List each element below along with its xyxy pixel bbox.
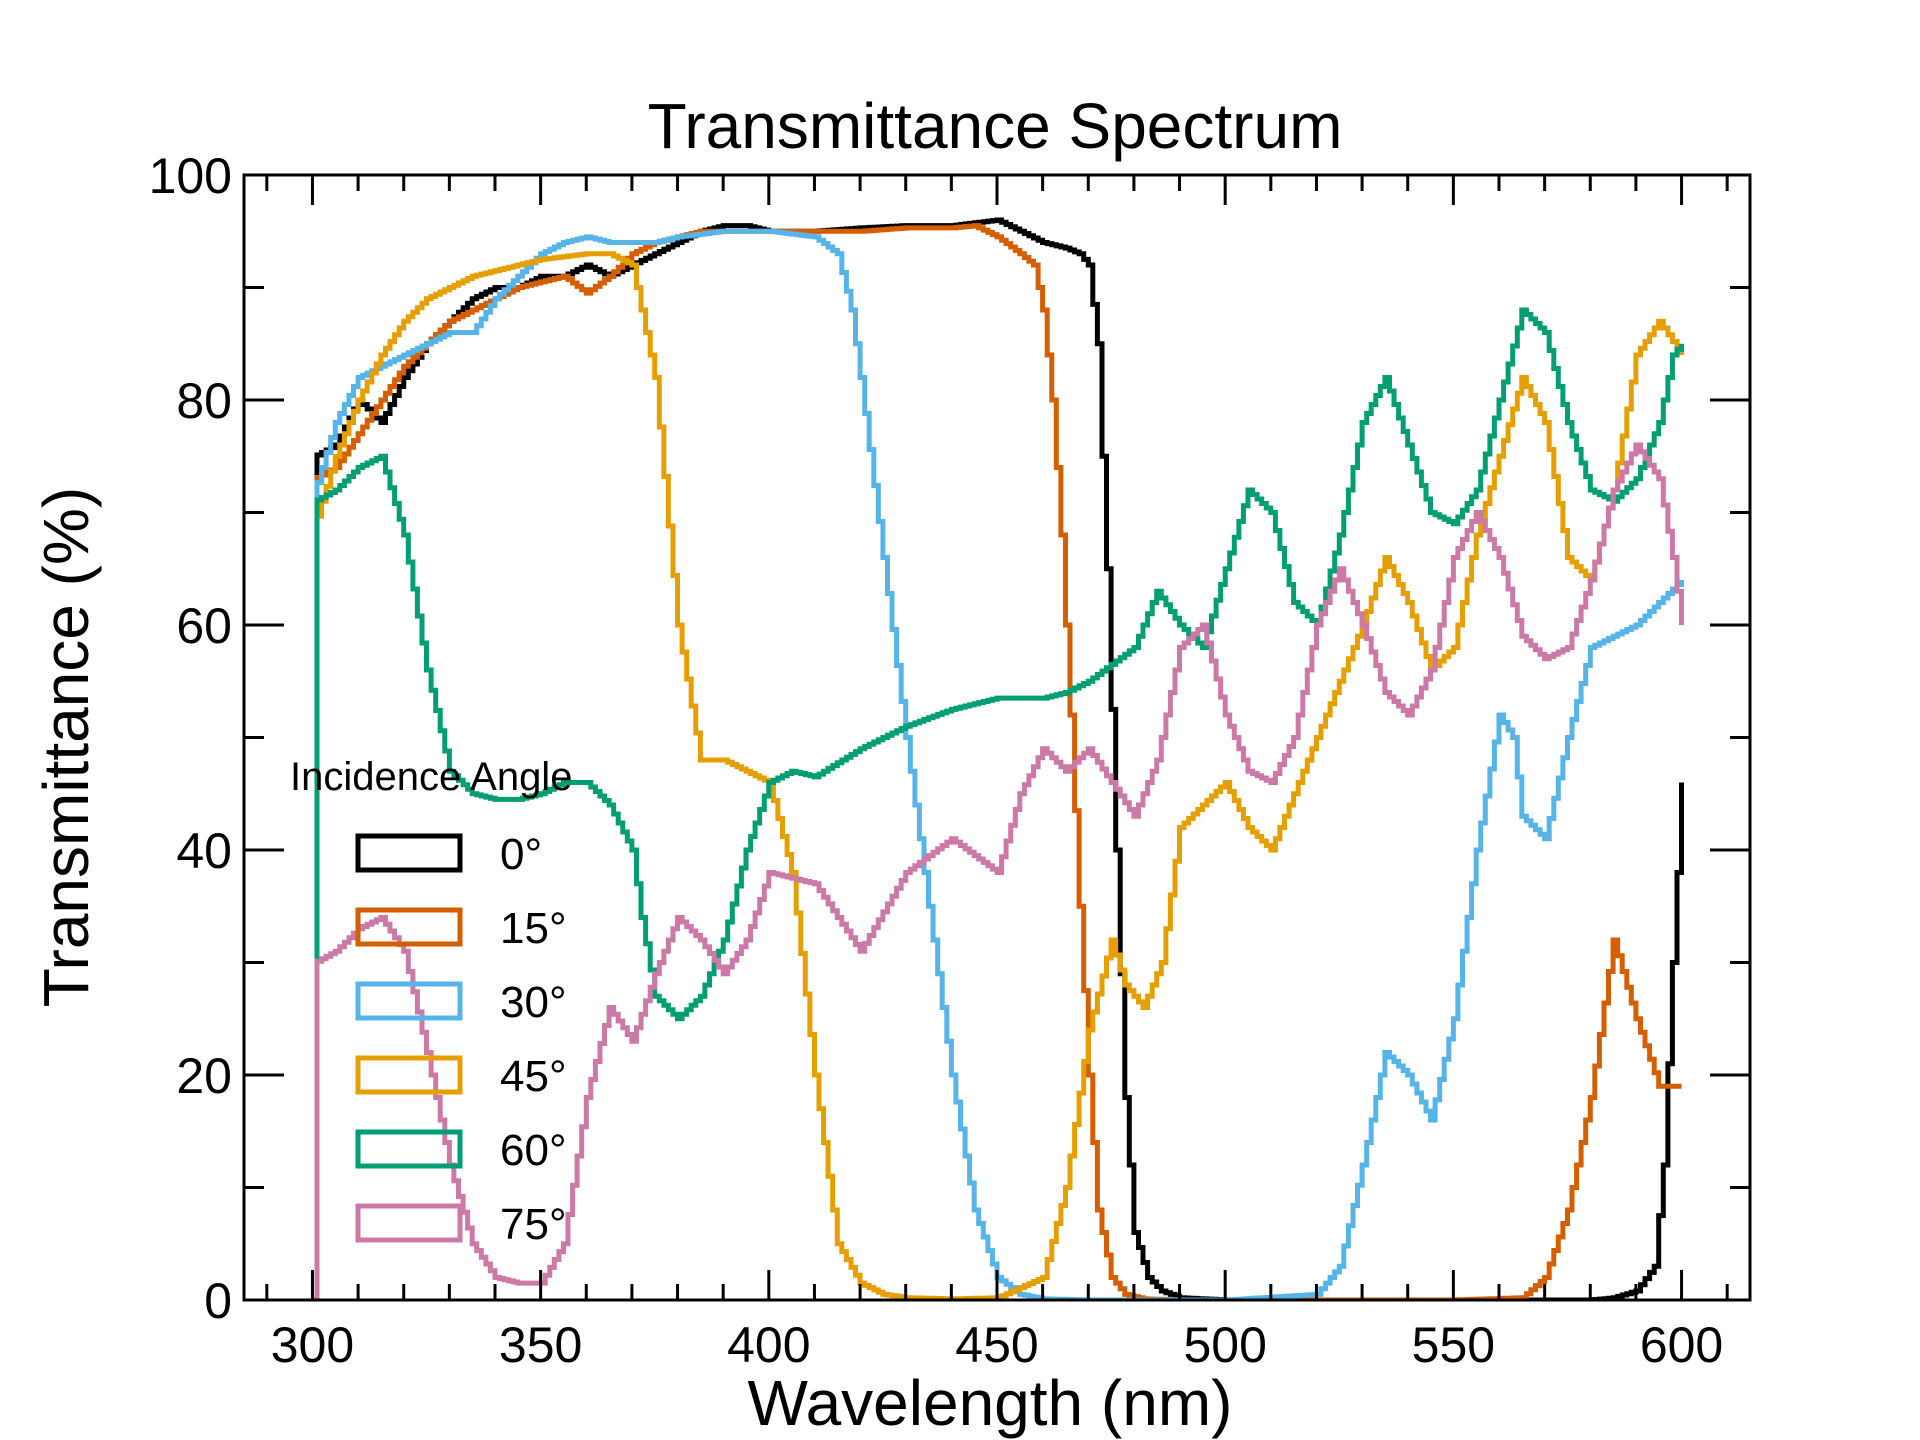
- legend: Incidence Angle 0° 15° 30° 45° 60° 75°: [290, 755, 572, 1249]
- y-tick-label: 100: [149, 148, 232, 204]
- y-tick-label: 0: [204, 1273, 232, 1329]
- plot-frame: [242, 173, 1752, 1302]
- x-tick-label: 350: [499, 1317, 582, 1373]
- x-tick-label: 400: [727, 1317, 810, 1373]
- legend-swatch-2: [355, 981, 463, 1021]
- y-tick-label: 60: [176, 598, 232, 654]
- legend-swatch-3: [355, 1055, 463, 1095]
- legend-label-4: 60°: [500, 1126, 567, 1175]
- series-line-3: [312, 251, 1684, 1300]
- x-tick-label: 550: [1412, 1317, 1495, 1373]
- legend-swatch-0: [355, 833, 463, 873]
- legend-label-1: 15°: [500, 904, 567, 953]
- legend-label-3: 45°: [500, 1052, 567, 1101]
- legend-label-0: 0°: [500, 830, 542, 879]
- y-tick-label: 20: [176, 1048, 232, 1104]
- x-tick-label: 600: [1640, 1317, 1723, 1373]
- legend-title: Incidence Angle: [290, 755, 572, 799]
- y-tick-label: 80: [176, 373, 232, 429]
- chart-title: Transmittance Spectrum: [648, 90, 1343, 162]
- series-layer: [312, 217, 1684, 1300]
- y-axis-label: Transmittance (%): [30, 487, 102, 1007]
- series-line-5: [312, 442, 1684, 1300]
- y-tick-label: 40: [176, 823, 232, 879]
- x-tick-label: 300: [271, 1317, 354, 1373]
- legend-label-5: 75°: [500, 1200, 567, 1249]
- x-tick-label: 450: [955, 1317, 1038, 1373]
- legend-swatch-4: [355, 1129, 463, 1169]
- legend-swatch-5: [355, 1203, 463, 1243]
- legend-label-2: 30°: [500, 978, 567, 1027]
- legend-swatch-1: [355, 907, 463, 947]
- series-line-4: [312, 307, 1684, 1300]
- x-axis-label: Wavelength (nm): [748, 1367, 1233, 1439]
- x-tick-label: 500: [1183, 1317, 1266, 1373]
